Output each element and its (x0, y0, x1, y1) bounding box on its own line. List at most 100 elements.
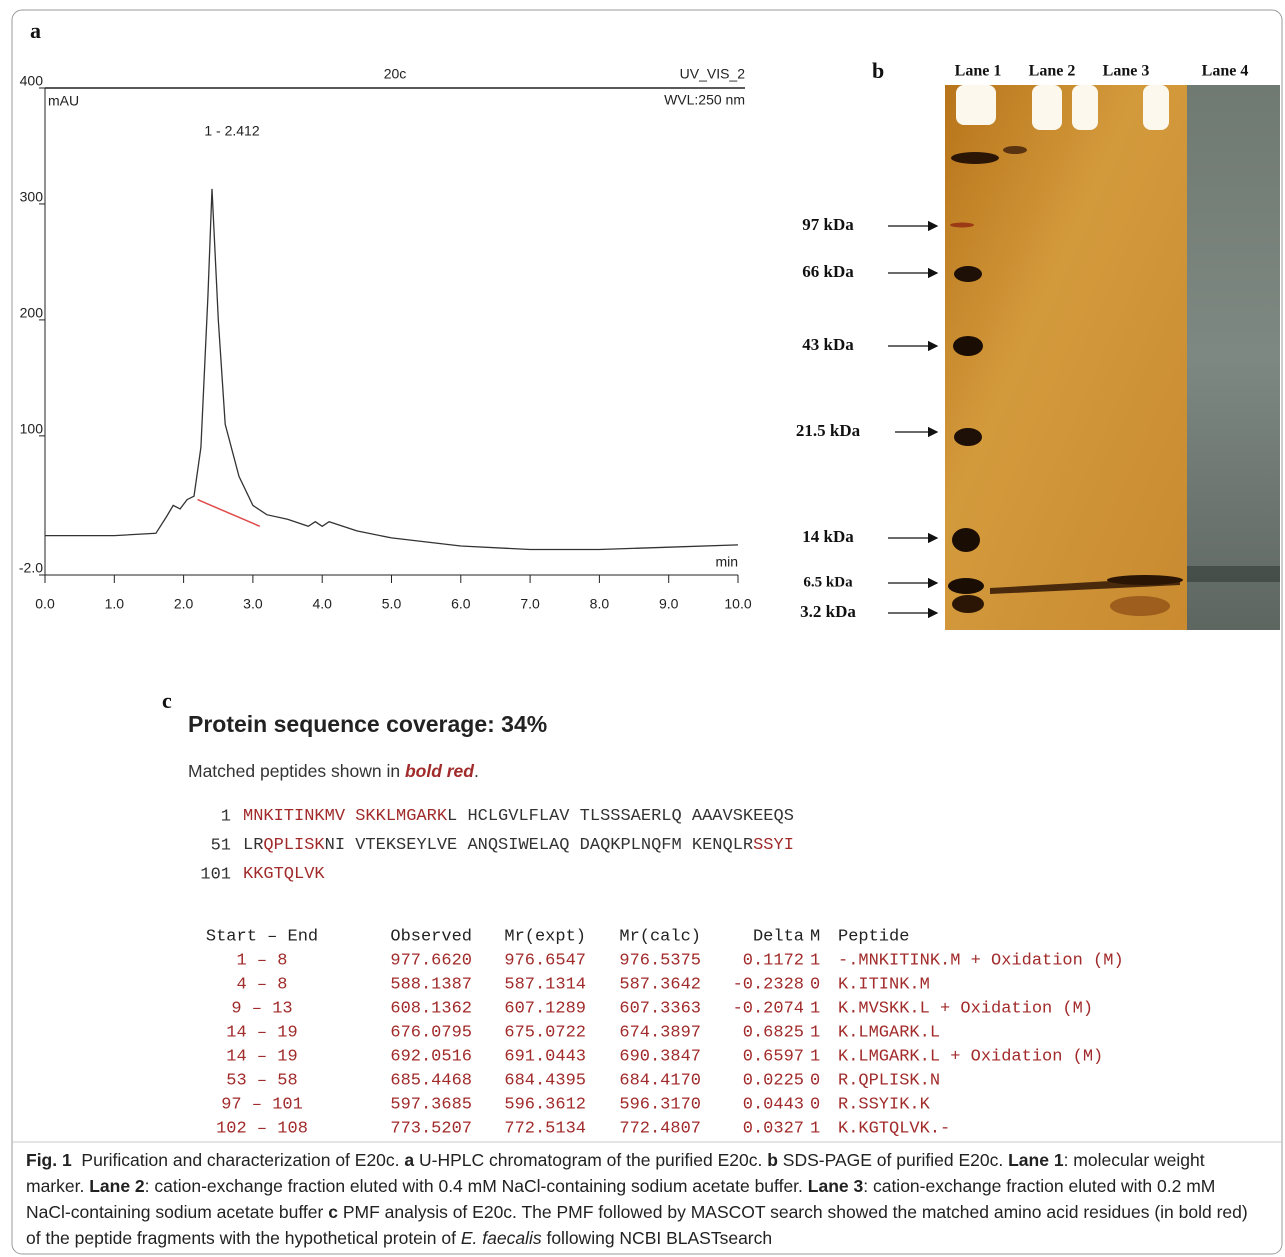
caption-run: U-HPLC chromatogram of the purified E20c… (414, 1150, 768, 1170)
caption-run: : molecular weight marker. (26, 1150, 1210, 1196)
table-cell: 976.6547 (504, 951, 586, 970)
table-cell: K.KGTQLVK.- (838, 1119, 950, 1138)
table-cell: 685.4468 (390, 1071, 472, 1090)
marker-label: 14 kDa (802, 527, 854, 546)
table-header: M (810, 927, 820, 946)
caption-run: Fig. 1 (26, 1150, 72, 1170)
gel-band (948, 578, 984, 594)
table-cell: K.LMGARK.L + Oxidation (M) (838, 1047, 1103, 1066)
y-tick-label: 100 (20, 421, 44, 437)
sequence-line: LRQPLISKNI VTEKSEYLVE ANQSIWELAQ DAQKPLN… (243, 836, 794, 855)
subtitle-run: . (474, 761, 479, 781)
table-cell: 607.1289 (504, 999, 586, 1018)
gel-well (1143, 85, 1169, 130)
chart-title: 20c (384, 66, 407, 82)
sequence-line: KKGTQLVK (243, 865, 325, 884)
caption-run: PMF analysis of E20c. The PMF followed b… (26, 1202, 1253, 1248)
caption-run: Purification and characterization of E20… (71, 1150, 405, 1170)
y-tick-label: 300 (20, 189, 44, 205)
coverage-title: Protein sequence coverage: 34% (188, 711, 547, 737)
gel-image (945, 85, 1280, 630)
table-cell: 0.0443 (743, 1095, 804, 1114)
gel-band (1003, 146, 1027, 154)
residues: NI VTEKSEYLVE ANQSIWELAQ DAQKPLNQFM KENQ… (325, 836, 753, 855)
gel-band (1110, 596, 1170, 616)
x-tick-label: 3.0 (243, 596, 263, 612)
table-cell: 676.0795 (390, 1023, 472, 1042)
panel-label: b (872, 58, 884, 83)
table-cell: 102 – 108 (216, 1119, 308, 1138)
caption-run: : cation-exchange fraction eluted with 0… (26, 1176, 1221, 1222)
x-tick-label: 9.0 (659, 596, 679, 612)
caption-run: a (404, 1150, 415, 1170)
coverage-subtitle: Matched peptides shown in bold red. (188, 761, 479, 781)
table-header: Peptide (838, 927, 909, 946)
x-tick-label: 5.0 (382, 596, 402, 612)
table-cell: 772.5134 (504, 1119, 586, 1138)
marker-label: 21.5 kDa (796, 421, 861, 440)
table-cell: 596.3612 (504, 1095, 586, 1114)
x-tick-label: 7.0 (520, 596, 540, 612)
marker-label: 6.5 kDa (803, 574, 853, 590)
y-tick-label: 200 (20, 305, 44, 321)
table-cell: 588.1387 (390, 975, 472, 994)
table-cell: 1 (810, 1023, 820, 1042)
table-cell: 684.4395 (504, 1071, 586, 1090)
table-cell: 597.3685 (390, 1095, 472, 1114)
annotation: WVL:250 nm (664, 92, 745, 108)
table-header: Observed (390, 927, 472, 946)
table-cell: 1 (810, 1047, 820, 1066)
caption-run: b (767, 1150, 778, 1170)
table-header: Delta (753, 927, 804, 946)
table-cell: 9 – 13 (231, 999, 292, 1018)
caption-run: SDS-PAGE of purified E20c. (777, 1150, 1009, 1170)
gel-band (951, 152, 999, 164)
table-cell: -0.2074 (733, 999, 804, 1018)
figure-border (11, 9, 1283, 1255)
caption-run: E. faecalis (460, 1228, 542, 1248)
x-tick-label: 2.0 (174, 596, 194, 612)
table-cell: K.ITINK.M (838, 975, 930, 994)
table-cell: 1 (810, 951, 820, 970)
y-tick-label: 400 (20, 73, 44, 89)
gel-lane-4 (1187, 85, 1280, 630)
table-cell: R.QPLISK.N (838, 1071, 940, 1090)
table-cell: 0 (810, 975, 820, 994)
gel-well (956, 85, 996, 125)
table-header: Start – End (206, 927, 318, 946)
x-tick-label: 4.0 (312, 596, 332, 612)
table-cell: 674.3897 (619, 1023, 701, 1042)
gel-band (954, 428, 982, 446)
table-cell: 0.6597 (743, 1047, 804, 1066)
gel-band (952, 528, 980, 552)
lane-label: Lane 1 (955, 63, 1002, 80)
y-tick-label: -2.0 (19, 560, 43, 576)
table-cell: 4 – 8 (236, 975, 287, 994)
table-cell: 772.4807 (619, 1119, 701, 1138)
residues: L HCLGVLFLAV TLSSSAERLQ AAAVSKEEQS (447, 807, 794, 826)
table-cell: 607.3363 (619, 999, 701, 1018)
panel-label: a (30, 18, 41, 43)
subtitle-run: Matched peptides shown in (188, 761, 405, 781)
chromatogram-line (45, 188, 739, 551)
integration-line (197, 498, 261, 527)
gel-band (952, 595, 984, 613)
table-header: Mr(calc) (619, 927, 701, 946)
marker-label: 66 kDa (802, 262, 854, 281)
x-tick-label: 0.0 (35, 596, 55, 612)
table-cell: 691.0443 (504, 1047, 586, 1066)
gel-band (953, 336, 983, 356)
caption-run: : cation-exchange fraction eluted with 0… (144, 1176, 808, 1196)
table-cell: 692.0516 (390, 1047, 472, 1066)
x-tick-label: 8.0 (590, 596, 610, 612)
table-cell: 14 – 19 (226, 1047, 297, 1066)
caption-run: following NCBI BLASTsearch (541, 1228, 773, 1248)
sequence-line: MNKITINKMV SKKLMGARKL HCLGVLFLAV TLSSSAE… (243, 807, 794, 826)
table-cell: 773.5207 (390, 1119, 472, 1138)
table-cell: 690.3847 (619, 1047, 701, 1066)
annotation: UV_VIS_2 (680, 66, 746, 82)
marker-label: 97 kDa (802, 215, 854, 234)
caption-run: Lane 1 (1008, 1150, 1064, 1170)
table-cell: 0 (810, 1071, 820, 1090)
panel-label: c (162, 688, 172, 713)
